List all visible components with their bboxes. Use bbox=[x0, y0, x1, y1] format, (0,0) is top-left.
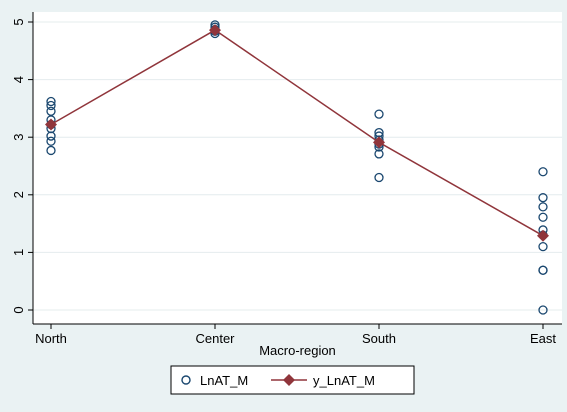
point-lnat-m-north-0 bbox=[46, 96, 56, 107]
grid-lines bbox=[33, 21, 562, 311]
x-tick-label-east: East bbox=[530, 331, 556, 346]
y-tick-label-2: 2 bbox=[11, 191, 26, 198]
x-tick-label-center: Center bbox=[195, 331, 235, 346]
series-y-lnat-m bbox=[45, 24, 549, 242]
point-lnat-m-east-28 bbox=[538, 241, 548, 252]
point-lnat-m-south-14 bbox=[374, 109, 384, 119]
point-lnat-m-east-24 bbox=[538, 202, 548, 212]
legend-label-y-lnat-m: y_LnAT_M bbox=[313, 373, 375, 388]
x-tick-label-north: North bbox=[35, 331, 67, 346]
legend-label-lnat-m: LnAT_M bbox=[200, 373, 248, 388]
point-lnat-m-south-21 bbox=[374, 172, 384, 183]
series-line-y-lnat-m bbox=[50, 29, 544, 237]
legend-marker-hollow-circle bbox=[181, 375, 191, 385]
y-tick-label-1: 1 bbox=[11, 249, 26, 256]
point-y-lnat-m-center bbox=[209, 24, 221, 37]
x-axis-title: Macro-region bbox=[259, 343, 336, 358]
y-tick-label-0: 0 bbox=[11, 306, 26, 313]
x-axis-ticks: North Center South East bbox=[35, 324, 556, 346]
plot-area bbox=[33, 12, 562, 324]
point-lnat-m-east-22 bbox=[538, 167, 548, 177]
point-lnat-m-east-30 bbox=[538, 265, 548, 275]
legend-marker-diamond bbox=[283, 374, 295, 386]
point-y-lnat-m-north bbox=[45, 118, 57, 131]
y-axis-ticks: 0 1 2 3 4 5 bbox=[11, 18, 33, 314]
x-tick-label-south: South bbox=[362, 331, 396, 346]
point-y-lnat-m-east bbox=[537, 229, 549, 242]
legend: LnAT_M y_LnAT_M bbox=[170, 365, 415, 395]
point-lnat-m-east-25 bbox=[538, 212, 548, 222]
point-lnat-m-east-23 bbox=[538, 193, 548, 203]
point-lnat-m-north-6 bbox=[46, 131, 56, 141]
y-tick-label-4: 4 bbox=[11, 76, 26, 83]
point-lnat-m-north-1 bbox=[46, 100, 56, 111]
point-lnat-m-south-20 bbox=[374, 149, 384, 159]
point-lnat-m-east-31 bbox=[538, 305, 548, 315]
point-y-lnat-m-south bbox=[373, 136, 385, 149]
series-layer bbox=[45, 20, 549, 315]
y-tick-label-5: 5 bbox=[11, 18, 26, 25]
point-lnat-m-north-7 bbox=[46, 136, 56, 146]
y-tick-label-3: 3 bbox=[11, 134, 26, 141]
point-lnat-m-north-8 bbox=[46, 145, 56, 156]
